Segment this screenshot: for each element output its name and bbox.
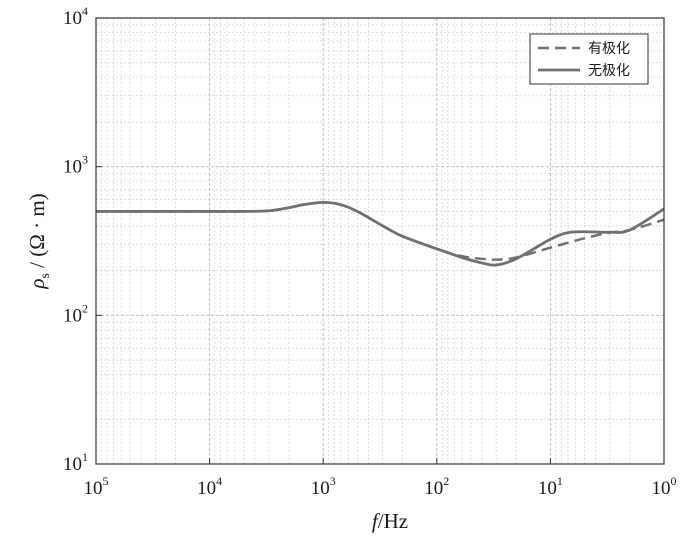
x-axis: 105 104 103 102 101 100 bbox=[84, 458, 677, 499]
y-axis-title: ρs / (Ω · m) bbox=[25, 193, 53, 289]
series-line-dashed bbox=[96, 201, 665, 261]
x-tick-label: 104 bbox=[197, 474, 222, 499]
legend-box bbox=[529, 33, 649, 85]
legend-label: 有极化 bbox=[588, 41, 630, 57]
legend-label: 无极化 bbox=[588, 63, 630, 79]
y-tick-label: 104 bbox=[63, 4, 88, 29]
plot-frame bbox=[95, 17, 665, 465]
x-tick-label: 100 bbox=[652, 474, 677, 499]
x-tick-label: 101 bbox=[538, 474, 563, 499]
plot-area bbox=[96, 18, 664, 464]
x-tick-label: 105 bbox=[84, 474, 109, 499]
x-axis-title: f/Hz bbox=[372, 509, 408, 533]
y-tick-label: 103 bbox=[63, 153, 88, 178]
y-tick-label: 102 bbox=[63, 301, 88, 326]
x-tick-label: 103 bbox=[311, 474, 336, 499]
y-axis: 101 102 103 104 bbox=[63, 4, 102, 475]
x-tick-label: 102 bbox=[424, 474, 449, 499]
svg-text:ρs / (Ω · m): ρs / (Ω · m) bbox=[25, 193, 53, 289]
series-layer bbox=[96, 201, 665, 267]
y-tick-label: 101 bbox=[63, 450, 88, 475]
